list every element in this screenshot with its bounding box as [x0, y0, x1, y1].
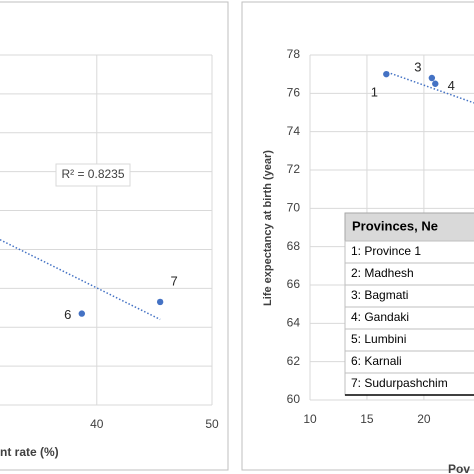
x-tick-label: 50 [205, 417, 219, 431]
legend-entry: 7: Sudurpashchim [351, 376, 448, 390]
data-point [78, 310, 86, 317]
y-tick-label: 64 [287, 316, 301, 330]
y-tick-label: 68 [287, 239, 301, 253]
legend-title: Provinces, Ne [352, 218, 438, 233]
data-point [383, 70, 390, 78]
legend-entry: 1: Province 1 [351, 244, 421, 258]
legend-entry: 5: Lumbini [351, 332, 406, 346]
y-tick-label: 72 [287, 162, 301, 176]
right-panel-border [241, 1, 474, 471]
data-point [432, 80, 439, 87]
x-tick-label: 20 [417, 412, 431, 426]
annotation: R² = 0.8235 [61, 167, 124, 181]
legend-entry: 3: Bagmati [351, 288, 408, 302]
y-tick-label: 78 [287, 47, 301, 61]
legend-entry: 6: Karnali [351, 354, 402, 368]
x-axis-label: Pov [448, 462, 470, 474]
data-point [156, 298, 164, 306]
point-label: 7 [171, 273, 178, 288]
left-panel-border [0, 1, 229, 471]
y-tick-label: 62 [287, 354, 301, 368]
y-axis-label: Life expectancy at birth (year) [262, 150, 274, 306]
y-tick-label: 74 [287, 124, 301, 138]
point-label: 4 [448, 78, 455, 93]
legend-entry: 4: Gandaki [351, 310, 409, 324]
annotation-box [55, 163, 131, 187]
y-tick-label: 76 [287, 86, 301, 100]
y-tick-label: 60 [287, 392, 301, 406]
point-label: 3 [414, 59, 421, 74]
legend-entry: 2: Madhesh [351, 266, 414, 280]
point-label: 6 [64, 307, 71, 322]
x-tick-label: 10 [303, 412, 317, 426]
x-tick-label: 15 [360, 412, 374, 426]
data-point [428, 74, 436, 82]
y-tick-label: 70 [287, 201, 301, 215]
x-tick-label: 40 [90, 417, 104, 431]
x-axis-label: nt rate (%) [0, 445, 59, 459]
trendline [387, 71, 474, 104]
legend-header [344, 212, 474, 242]
y-tick-label: 66 [287, 277, 301, 291]
point-label: 1 [371, 85, 378, 100]
